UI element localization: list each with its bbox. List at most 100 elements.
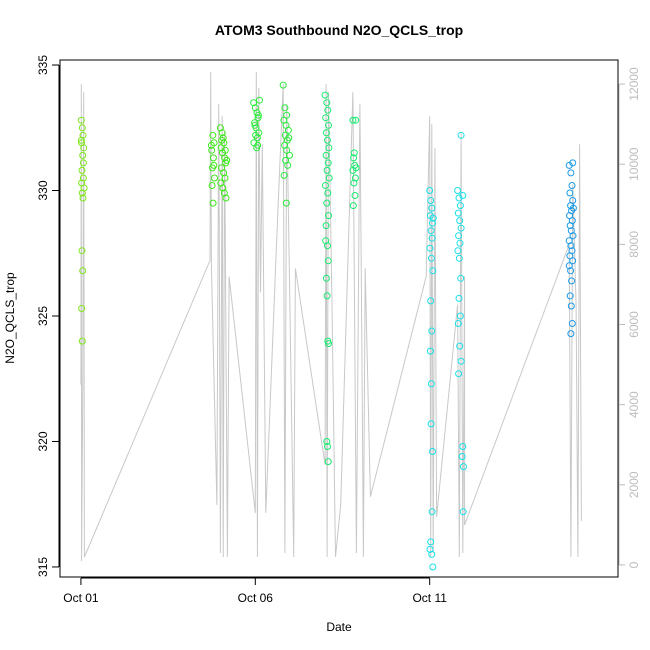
data-point [324, 458, 332, 466]
data-point [219, 184, 227, 192]
y-axis: 315 320 325 330 335 [36, 55, 60, 577]
data-point [455, 232, 463, 240]
data-point [325, 144, 333, 152]
data-point [459, 192, 467, 199]
right-tick-label: 4000 [627, 391, 641, 418]
data-point [454, 187, 462, 194]
data-point [221, 174, 229, 182]
data-point [455, 254, 463, 262]
data-point [456, 217, 464, 225]
data-point [569, 257, 577, 265]
data-point [351, 192, 359, 199]
data-point [457, 357, 465, 365]
data-point [322, 151, 330, 159]
data-point [349, 202, 357, 210]
data-point [460, 463, 467, 471]
right-tick-label: 10000 [627, 147, 641, 181]
y-tick-label: 335 [36, 55, 50, 75]
data-point [350, 154, 358, 162]
right-axis: 0 2000 4000 6000 8000 10000 12000 [618, 67, 641, 568]
altitude-profile-line [80, 71, 582, 562]
data-point [324, 136, 331, 144]
data-point [429, 563, 437, 571]
data-point [254, 141, 262, 149]
data-point [322, 114, 330, 122]
plot-area-border [59, 59, 619, 578]
altitude-line [80, 71, 582, 562]
data-point [321, 182, 329, 189]
data-point [285, 134, 293, 142]
data-point [429, 267, 437, 275]
data-point [208, 146, 216, 154]
data-point [350, 179, 358, 187]
data-point [252, 131, 260, 139]
data-point [454, 209, 462, 217]
right-tick-label: 8000 [627, 231, 641, 258]
data-point [568, 320, 576, 327]
data-point [567, 227, 575, 235]
data-point [457, 131, 465, 139]
data-point [218, 136, 226, 144]
data-point [427, 297, 435, 305]
data-point [567, 169, 575, 177]
data-point [569, 159, 577, 167]
y-tick-label: 330 [36, 180, 50, 200]
y-tick-label: 320 [36, 431, 50, 451]
data-point [256, 96, 263, 104]
data-point [568, 277, 576, 285]
data-point [566, 292, 574, 300]
right-tick-label: 6000 [627, 311, 641, 338]
data-point [79, 151, 87, 159]
data-point [78, 166, 86, 174]
data-point [429, 214, 437, 222]
data-point [567, 267, 575, 275]
data-point [251, 121, 259, 129]
data-point [281, 104, 289, 112]
y-tick-label: 325 [36, 306, 50, 326]
right-tick-label: 2000 [627, 471, 641, 498]
data-point [323, 99, 331, 107]
data-point [567, 302, 575, 310]
data-point [349, 116, 357, 124]
data-point [321, 91, 329, 99]
data-point [456, 342, 464, 350]
data-point [210, 161, 218, 169]
data-point [324, 257, 332, 265]
x-tick-label: Oct 06 [238, 591, 274, 605]
data-point [323, 199, 331, 207]
data-point [209, 199, 217, 207]
data-point [279, 81, 287, 89]
data-point [78, 189, 86, 197]
data-point [77, 136, 85, 144]
chart-title: ATOM3 Southbound N2O_QCLS_trop [215, 22, 463, 38]
data-point [455, 294, 463, 302]
data-point [427, 380, 435, 388]
data-point [78, 124, 86, 132]
data-point [567, 330, 575, 338]
data-point [456, 239, 464, 247]
data-point [427, 197, 435, 204]
data-point [427, 420, 435, 428]
data-point [251, 104, 259, 112]
data-point [324, 159, 332, 167]
data-point [211, 174, 218, 182]
data-point [254, 111, 262, 119]
data-point [254, 114, 262, 122]
data-point [428, 508, 436, 516]
data-point [218, 129, 226, 137]
x-axis: Oct 01 Oct 06 Oct 11 [63, 577, 447, 605]
x-tick-label: Oct 11 [412, 591, 447, 605]
data-point [322, 274, 330, 282]
data-point [79, 131, 87, 139]
data-point [77, 116, 85, 124]
data-point [427, 538, 435, 546]
data-point [286, 151, 293, 159]
data-point [282, 199, 290, 207]
data-point [79, 267, 87, 275]
data-point [323, 166, 331, 174]
data-point [209, 131, 217, 139]
data-point [457, 274, 465, 282]
data-point [284, 126, 292, 134]
x-tick-label: Oct 01 [63, 591, 99, 605]
